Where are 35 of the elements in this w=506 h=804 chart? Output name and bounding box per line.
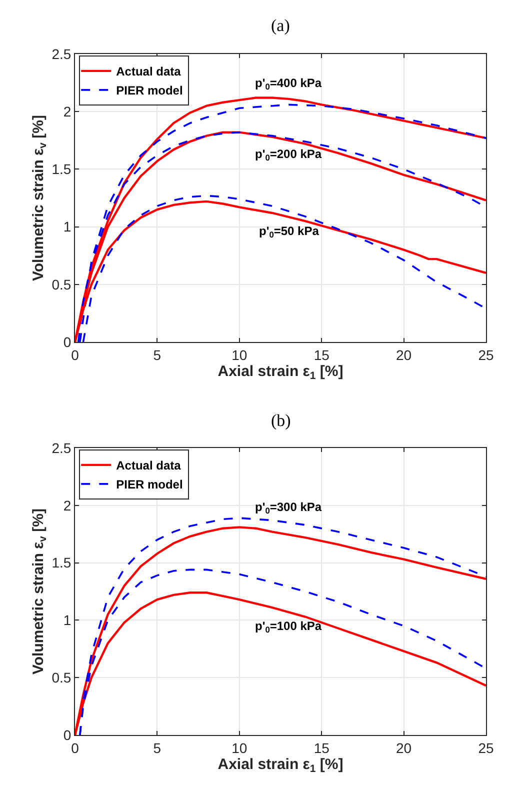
y-tick-label: 1 xyxy=(63,612,72,628)
annotation: p'$_{0}$=300 kPa xyxy=(255,500,322,516)
y-tick-label: 2 xyxy=(63,104,72,120)
legend-label: PIER model xyxy=(116,84,183,98)
x-tick-label: 20 xyxy=(396,346,412,363)
y-tick-label: 1 xyxy=(63,218,72,235)
y-tick-label: 1.5 xyxy=(52,161,72,178)
x-tick-label: 20 xyxy=(396,740,412,756)
x-tick-label: 10 xyxy=(232,346,248,363)
x-tick-label: 10 xyxy=(232,740,248,756)
annotation: p'$_{0}$=100 kPa xyxy=(255,619,322,635)
x-axis-title: Axial strain ε$_{1}$ [%] xyxy=(218,362,344,382)
annotation: p'$_{0}$=400 kPa xyxy=(255,76,322,92)
y-tick-label: 2.5 xyxy=(52,46,72,62)
y-tick-label: 0.5 xyxy=(52,276,72,292)
x-tick-label: 15 xyxy=(314,346,330,363)
annotation: p'$_{0}$=200 kPa xyxy=(255,147,322,163)
x-tick-label: 5 xyxy=(153,740,162,756)
x-axis-title: Axial strain ε$_{1}$ [%] xyxy=(218,756,344,775)
x-tick-label: 5 xyxy=(153,346,162,363)
y-tick-label: 0.5 xyxy=(52,670,72,686)
x-tick-label: 25 xyxy=(478,346,494,363)
legend-label: Actual data xyxy=(116,458,182,473)
y-tick-label: 1.5 xyxy=(52,554,72,571)
y-tick-label: 2.5 xyxy=(52,440,72,456)
y-tick-label: 0 xyxy=(63,334,72,350)
y-tick-label: 0 xyxy=(63,726,72,743)
legend-label: PIER model xyxy=(116,478,183,492)
y-tick-label: 2 xyxy=(63,497,72,514)
legend-label: Actual data xyxy=(116,64,182,79)
chart-title: (b) xyxy=(271,411,291,430)
x-tick-label: 15 xyxy=(314,740,330,756)
chart-title: (a) xyxy=(271,16,290,35)
x-tick-label: 25 xyxy=(478,740,494,756)
annotation: p'$_{0}$=50 kPa xyxy=(259,224,320,240)
